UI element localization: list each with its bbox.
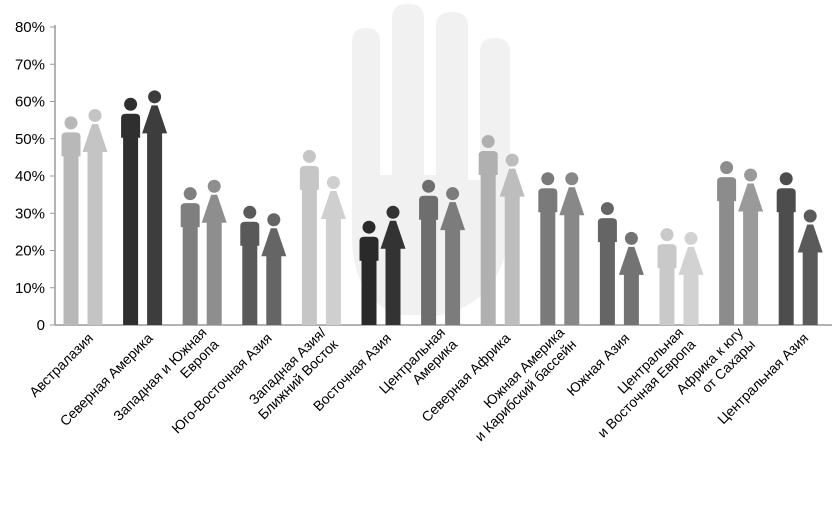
- y-tick-label: 60%: [15, 94, 45, 111]
- y-tick-label: 0: [37, 317, 45, 334]
- male-figure-bar: [359, 220, 379, 325]
- male-figure-bar: [61, 116, 81, 325]
- male-figure-bar: [240, 205, 260, 325]
- female-figure-bar: [738, 168, 764, 325]
- male-figure-bar: [717, 161, 737, 325]
- female-figure-bar: [142, 90, 168, 325]
- y-tick-label: 30%: [15, 205, 45, 222]
- female-figure-bar: [618, 231, 644, 325]
- male-figure-bar: [478, 135, 498, 325]
- female-figure-bar: [201, 179, 227, 325]
- female-figure-bar: [82, 108, 108, 325]
- female-figure-bar: [261, 213, 287, 325]
- female-figure-bar: [559, 172, 585, 325]
- y-tick-label: 50%: [15, 131, 45, 148]
- y-axis-ticks: 0 10% 20% 30% 40% 50% 60% 70% 80%: [15, 19, 55, 334]
- female-figure-bar: [440, 187, 466, 325]
- female-figure-bar: [320, 176, 346, 325]
- male-figure-bar: [121, 97, 141, 326]
- male-figure-bar: [299, 149, 319, 325]
- y-tick-label: 70%: [15, 56, 45, 73]
- male-figure-bar: [538, 172, 558, 325]
- x-category-label: Западная и ЮжнаяЕвропа: [110, 324, 222, 436]
- female-figure-bar: [499, 153, 525, 325]
- male-figure-bar: [180, 187, 200, 325]
- male-figure-bar: [657, 228, 677, 325]
- male-figure-bar: [776, 172, 796, 325]
- female-figure-bar: [380, 205, 406, 325]
- y-tick-label: 20%: [15, 243, 45, 260]
- y-tick-label: 40%: [15, 168, 45, 185]
- male-figure-bar: [597, 202, 617, 325]
- y-tick-label: 80%: [15, 19, 45, 36]
- figures: [61, 90, 823, 326]
- x-category-label: Южная Америкаи Карибский бассейн: [459, 324, 579, 444]
- y-tick-label: 10%: [15, 280, 45, 297]
- female-figure-bar: [797, 209, 823, 325]
- male-figure-bar: [419, 179, 439, 325]
- female-figure-bar: [678, 231, 704, 325]
